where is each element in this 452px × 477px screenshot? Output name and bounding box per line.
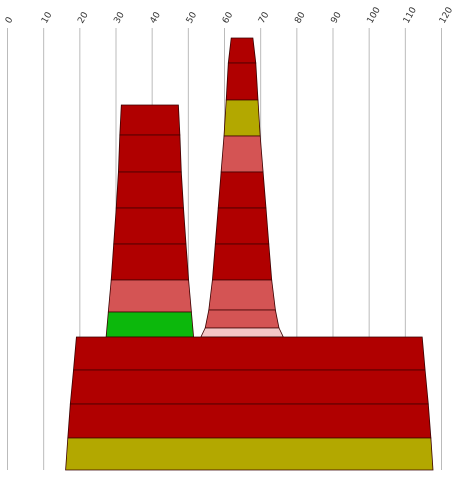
left-tower-band-5 bbox=[110, 243, 190, 281]
left-tower bbox=[105, 104, 195, 338]
left-tower-band-4 bbox=[113, 207, 187, 245]
x-tick-label: 90 bbox=[329, 10, 344, 25]
x-tick-label: 40 bbox=[149, 10, 164, 25]
x-tick-label: 20 bbox=[76, 10, 91, 25]
left-tower-band-1 bbox=[119, 104, 181, 136]
right-tower-band-8 bbox=[208, 279, 276, 311]
right-tower-band-10 bbox=[200, 327, 284, 338]
shape-layer bbox=[65, 37, 434, 471]
base-block-band-1 bbox=[73, 336, 426, 371]
right-tower-band-7 bbox=[211, 243, 273, 281]
left-tower-band-6 bbox=[107, 279, 192, 313]
x-tick-label: 0 bbox=[4, 15, 16, 25]
x-tick-label: 110 bbox=[402, 5, 419, 25]
x-tick-label: 120 bbox=[438, 5, 452, 25]
left-tower-band-2 bbox=[117, 134, 182, 173]
x-tick-label: 50 bbox=[185, 10, 200, 25]
right-tower-band-2 bbox=[225, 62, 259, 101]
x-tick-label: 100 bbox=[366, 5, 383, 25]
x-tick-label: 30 bbox=[112, 10, 127, 25]
x-tick-label: 80 bbox=[293, 10, 308, 25]
left-tower-band-3 bbox=[115, 171, 184, 209]
x-tick-label: 60 bbox=[221, 10, 236, 25]
right-tower bbox=[200, 37, 284, 338]
tick-layer: 0 10 20 30 40 50 60 70 80 90 100 110 120 bbox=[4, 5, 452, 25]
x-tick-label: 10 bbox=[40, 10, 55, 25]
right-tower-band-4 bbox=[220, 135, 264, 173]
base-block-band-4 bbox=[65, 437, 434, 471]
x-tick-label: 70 bbox=[257, 10, 272, 25]
right-tower-band-5 bbox=[217, 171, 267, 209]
base-block-band-2 bbox=[69, 369, 429, 405]
right-tower-band-1 bbox=[227, 37, 257, 64]
right-tower-band-9 bbox=[204, 309, 280, 329]
left-tower-band-7 bbox=[105, 311, 195, 338]
base-block-band-3 bbox=[67, 403, 432, 439]
right-tower-band-6 bbox=[214, 207, 270, 245]
right-tower-band-3 bbox=[223, 99, 261, 137]
base-block bbox=[65, 336, 434, 471]
